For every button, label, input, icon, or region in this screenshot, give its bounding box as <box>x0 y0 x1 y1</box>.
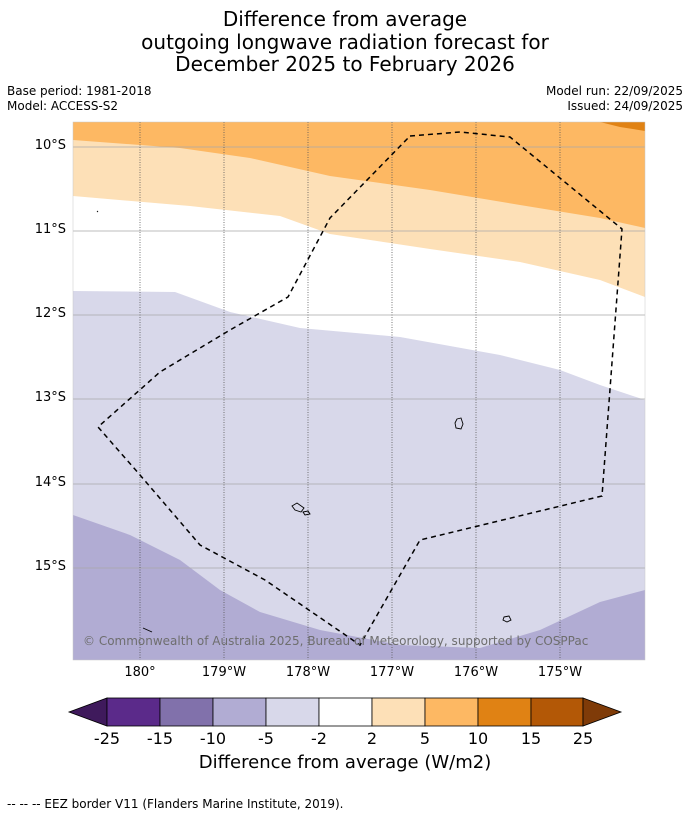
model-run: Model run: 22/09/2025 <box>545 84 683 98</box>
islands <box>96 210 512 633</box>
lon-label-180: 180° <box>124 665 156 680</box>
copyright-notice: © Commonwealth of Australia 2025, Bureau… <box>83 634 588 648</box>
colorbar-tick: -15 <box>146 729 174 748</box>
colorbar-tick: 10 <box>467 729 489 748</box>
colorbar-title: Difference from average (W/m2) <box>198 752 492 773</box>
anomaly-fill-10-15 <box>600 122 645 131</box>
title-line-1: Difference from average <box>222 7 468 31</box>
anomaly-fill-minus10-minus5 <box>73 515 645 660</box>
lat-label-15s: 15°S <box>34 559 66 574</box>
map-area: © Commonwealth of Australia 2025, Bureau… <box>73 122 645 660</box>
eez-footnote: -- -- -- EEZ border V11 (Flanders Marine… <box>7 797 344 811</box>
lon-label-178w: 178°W <box>285 665 331 680</box>
meta-right: Model run: 22/09/2025 Issued: 24/09/2025 <box>546 84 683 114</box>
issued-date: Issued: 24/09/2025 <box>567 99 683 113</box>
lat-label-13s: 13°S <box>34 390 66 405</box>
colorbar-tick: 5 <box>419 729 431 748</box>
colorbar-tick: 25 <box>572 729 594 748</box>
colorbar-bin-5 <box>318 697 373 727</box>
colorbar-bin-4 <box>265 697 320 727</box>
colorbar-tick: -10 <box>199 729 227 748</box>
colorbar-bin-1 <box>106 697 161 727</box>
colorbar-tick: -5 <box>258 729 274 748</box>
colorbar-bin-8 <box>477 697 532 727</box>
colorbar-bin-7 <box>424 697 479 727</box>
colorbar <box>67 697 623 727</box>
lat-gridlines <box>73 146 645 569</box>
title-line-2: outgoing longwave radiation forecast for <box>141 29 549 54</box>
colorbar-tick: -25 <box>93 729 121 748</box>
colorbar-bin-9 <box>530 697 584 727</box>
lon-label-175w: 175°W <box>537 665 583 680</box>
island-uvea <box>454 417 464 430</box>
eez-border <box>96 131 623 647</box>
lon-label-177w: 177°W <box>369 665 415 680</box>
island-northwest <box>96 210 99 213</box>
island-futuna <box>291 502 305 513</box>
colorbar-tick: 15 <box>520 729 542 748</box>
model-name: Model: ACCESS-S2 <box>7 99 119 113</box>
colorbar-tick: -2 <box>311 729 327 748</box>
colorbar-low-extend <box>67 697 108 727</box>
lat-label-11s: 11°S <box>34 222 66 237</box>
colorbar-bin-3 <box>212 697 267 727</box>
base-period: Base period: 1981-2018 <box>7 84 152 98</box>
lat-label-12s: 12°S <box>34 306 66 321</box>
colorbar-bin-2 <box>159 697 214 727</box>
colorbar-tick: 2 <box>366 729 378 748</box>
island-south <box>502 615 512 623</box>
anomaly-fill-5-10 <box>73 122 645 228</box>
lon-label-179w: 179°W <box>201 665 247 680</box>
lat-label-10s: 10°S <box>34 138 66 153</box>
lon-gridlines <box>139 122 561 660</box>
meta-left: Base period: 1981-2018 Model: ACCESS-S2 <box>7 84 152 114</box>
chart-title: Difference from average outgoing longwav… <box>0 8 690 76</box>
title-line-3: December 2025 to February 2026 <box>175 52 515 76</box>
colorbar-high-extend <box>582 697 623 727</box>
map-frame <box>72 121 646 661</box>
colorbar-bin-6 <box>371 697 426 727</box>
lat-label-14s: 14°S <box>34 475 66 490</box>
lon-label-176w: 176°W <box>453 665 499 680</box>
island-alofi <box>302 510 311 516</box>
island-southwest <box>142 627 153 633</box>
